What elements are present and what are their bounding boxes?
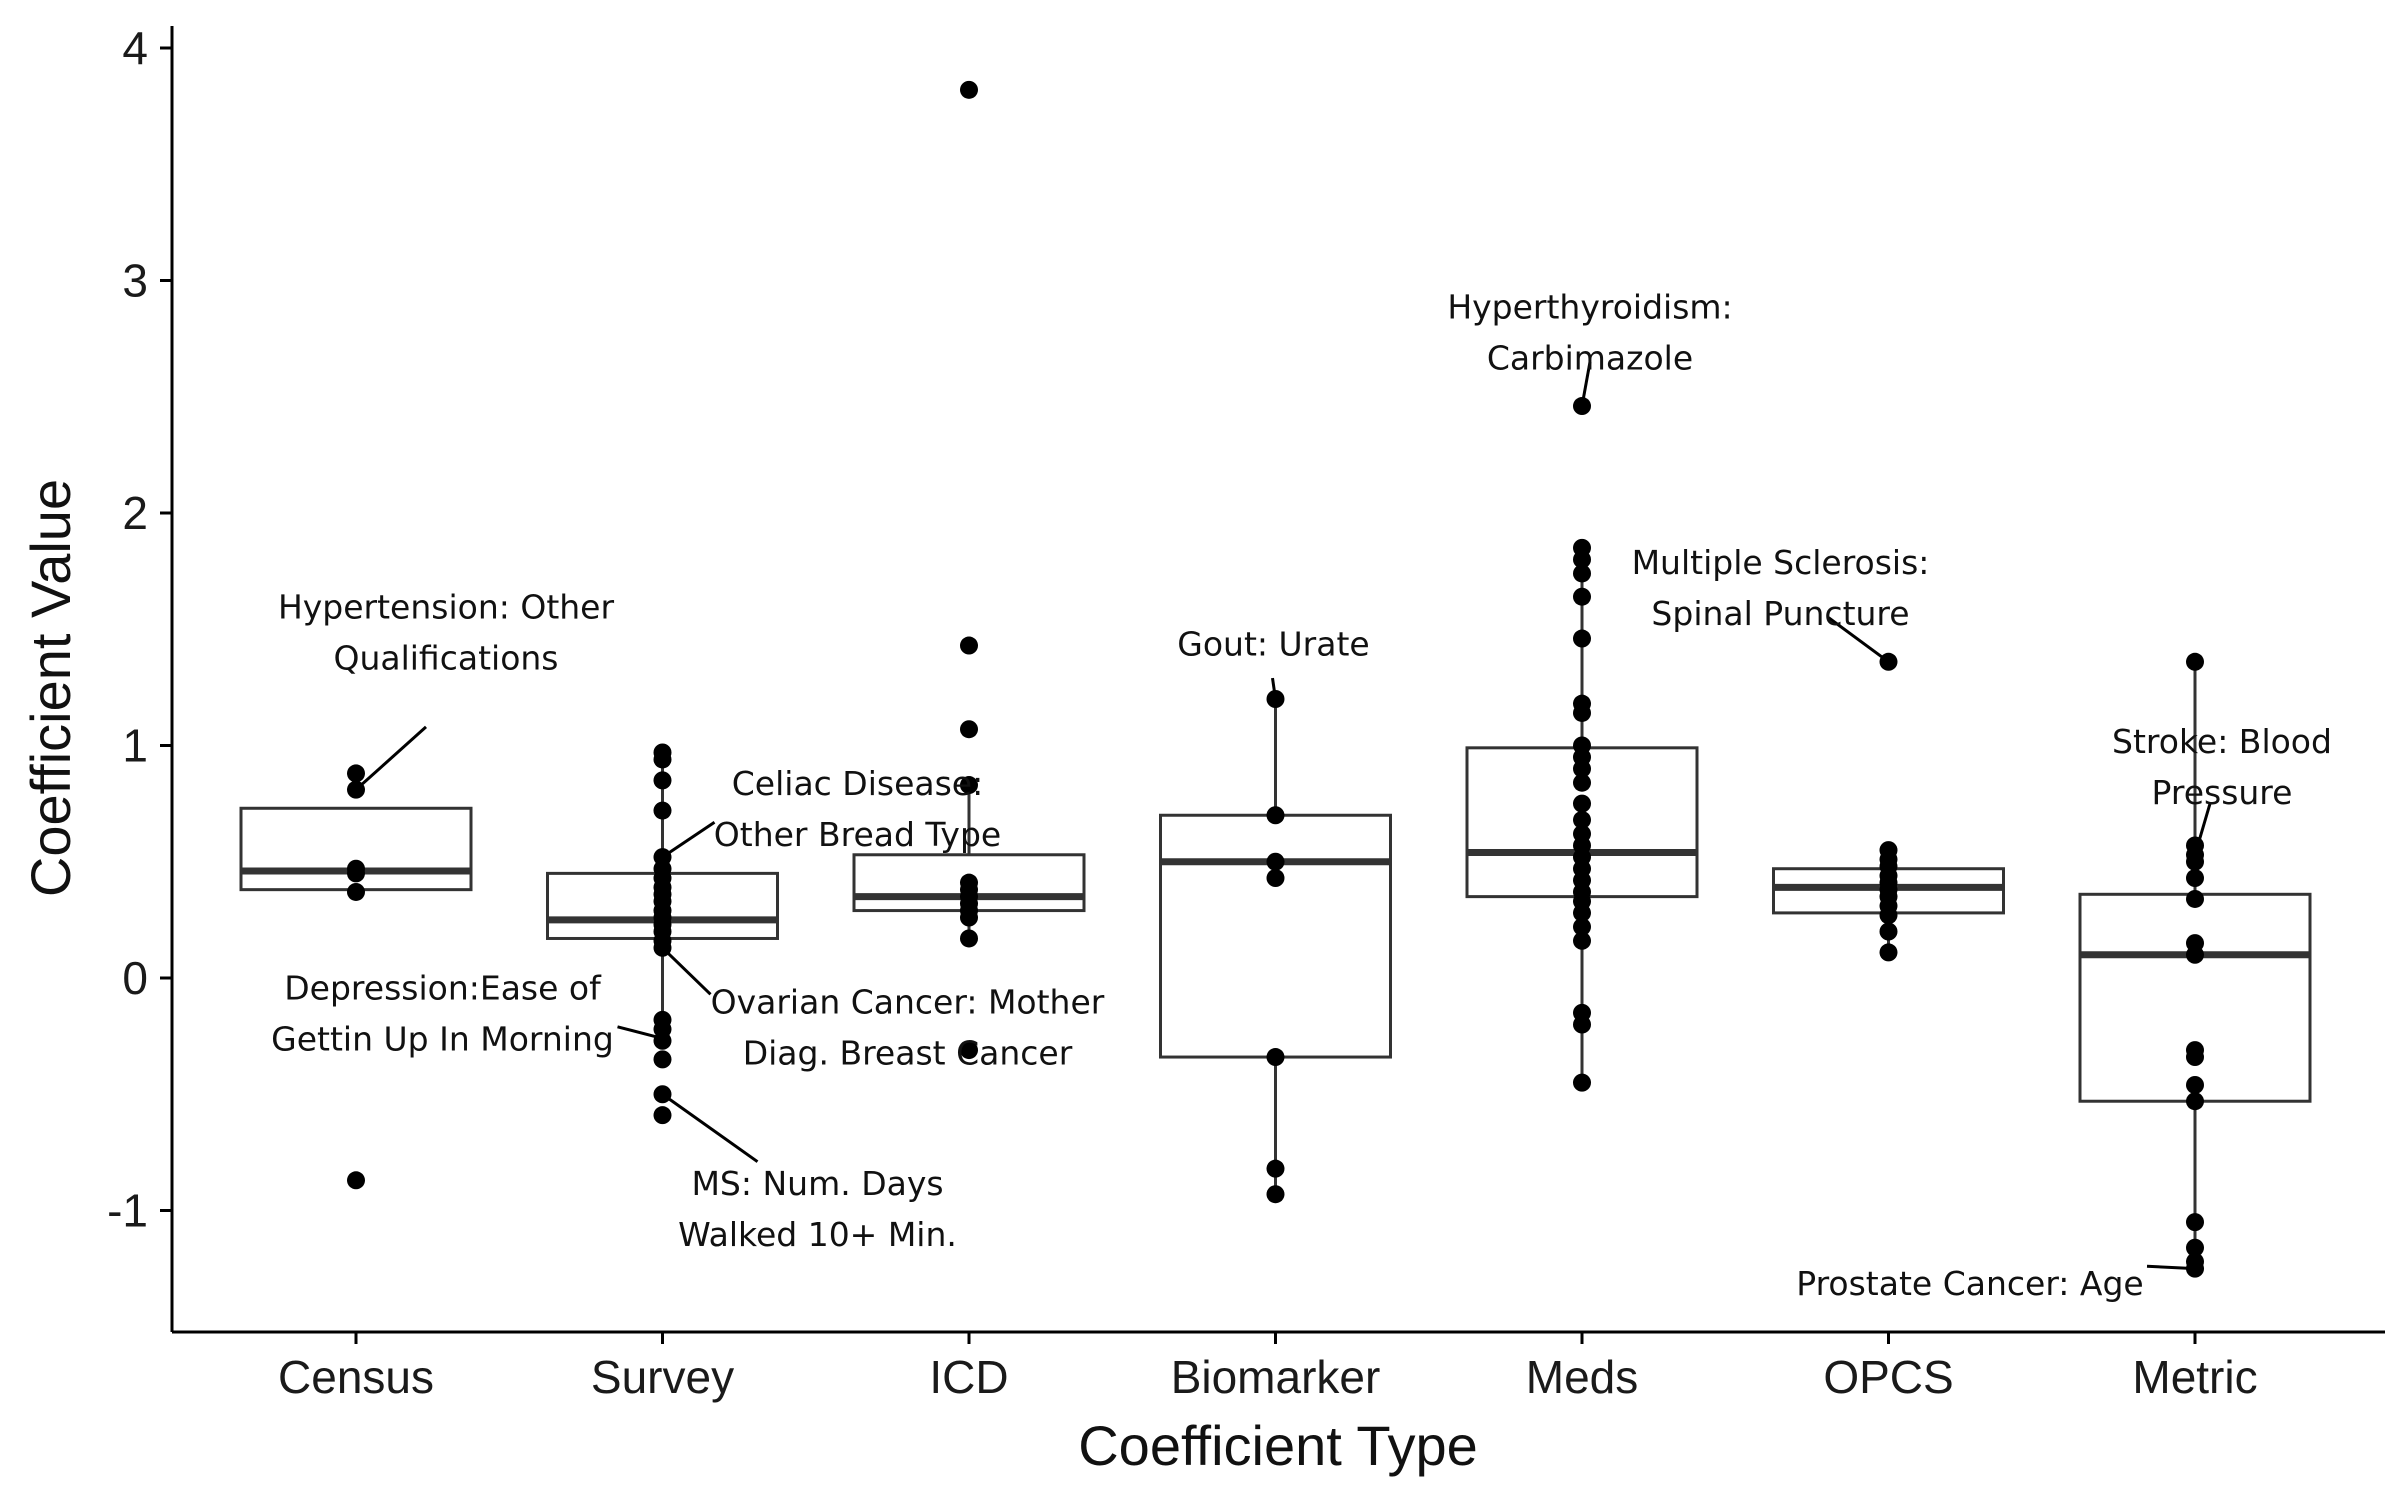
y-tick-label: 0 <box>122 952 148 1004</box>
data-point-meds <box>1573 1073 1591 1092</box>
data-point-census <box>347 764 365 783</box>
annotation-leader-multiple-sclerosis-spinal-puncture <box>1827 616 1890 664</box>
data-point-meds <box>1573 810 1591 829</box>
annotation-celiac-disease-other-bread-type: Celiac Disease: Other Bread Type <box>714 764 1001 854</box>
annotation-multiple-sclerosis-spinal-puncture: Multiple Sclerosis: Spinal Puncture <box>1632 543 1930 633</box>
data-point-opcs <box>1879 943 1898 962</box>
data-point-opcs <box>1879 922 1898 941</box>
points-layer <box>347 80 2204 1278</box>
data-point-biomarker <box>1266 806 1285 825</box>
box-biomarker <box>1159 813 1392 1059</box>
annotation-stroke-blood-pressure: Stroke: Blood Pressure <box>2112 722 2332 812</box>
data-point-biomarker <box>1266 1048 1285 1067</box>
data-point-metric <box>2186 1075 2204 1094</box>
data-point-icd <box>960 636 978 655</box>
y-tick-label: 3 <box>122 255 148 307</box>
data-point-metric <box>2186 1213 2204 1232</box>
data-point-opcs <box>1879 906 1898 925</box>
y-axis-title: Coefficient Value <box>19 479 82 897</box>
annotation-prostate-cancer-age: Prostate Cancer: Age <box>1796 1264 2143 1303</box>
data-point-meds <box>1573 550 1591 569</box>
data-point-survey <box>653 771 672 790</box>
annotation-gout-urate: Gout: Urate <box>1177 625 1369 664</box>
data-point-meds <box>1573 794 1591 813</box>
annotation-hyperthyroidism-carbimazole: Hyperthyroidism: Carbimazole <box>1447 287 1732 377</box>
data-point-metric <box>2186 652 2204 671</box>
data-point-metric <box>2186 1092 2204 1111</box>
data-point-survey <box>653 801 672 820</box>
data-point-icd <box>960 929 978 948</box>
data-point-icd <box>960 908 978 927</box>
data-point-survey <box>653 1031 672 1050</box>
data-point-metric <box>2186 889 2204 908</box>
data-point-meds <box>1573 564 1591 583</box>
data-point-icd <box>960 776 978 795</box>
data-point-metric <box>2186 1238 2204 1257</box>
data-point-survey <box>653 938 672 957</box>
x-axis-title: Coefficient Type <box>1078 1414 1478 1477</box>
annotation-leader-ms-num-days-walked-10-min <box>661 1093 759 1163</box>
y-tick-label: 2 <box>122 487 148 539</box>
data-point-meds <box>1573 917 1591 936</box>
data-point-opcs <box>1879 652 1898 671</box>
data-point-meds <box>1573 587 1591 606</box>
data-point-icd <box>960 720 978 739</box>
data-point-survey <box>653 1050 672 1069</box>
data-point-census <box>347 1171 365 1190</box>
x-tick-label-icd: ICD <box>929 1351 1008 1403</box>
data-point-meds <box>1573 703 1591 722</box>
annotation-leader-ovarian-cancer-mother-diag-breast-cancer <box>661 946 712 996</box>
data-point-icd <box>960 80 978 99</box>
x-tick-label-metric: Metric <box>2132 1351 2257 1403</box>
data-point-biomarker <box>1266 869 1285 888</box>
data-point-meds <box>1573 773 1591 792</box>
data-point-biomarker <box>1266 852 1285 871</box>
box-metric <box>2078 892 2312 1103</box>
x-tick-label-survey: Survey <box>591 1351 734 1403</box>
data-point-census <box>347 882 365 901</box>
x-tick-label-meds: Meds <box>1526 1351 1638 1403</box>
data-point-metric <box>2186 1259 2204 1278</box>
data-point-metric <box>2186 1048 2204 1067</box>
data-point-metric <box>2186 852 2204 871</box>
data-point-biomarker <box>1266 690 1285 708</box>
x-tick-label-opcs: OPCS <box>1823 1351 1953 1403</box>
data-point-meds <box>1573 1015 1591 1034</box>
data-point-survey <box>653 750 672 769</box>
y-tick-label: -1 <box>107 1185 148 1237</box>
data-point-survey <box>653 1085 672 1104</box>
annotation-ovarian-cancer-mother-diag-breast-cancer: Ovarian Cancer: Mother Diag. Breast Cance… <box>711 983 1105 1073</box>
annotation-leader-celiac-disease-other-bread-type <box>661 820 716 859</box>
data-point-biomarker <box>1266 1159 1285 1178</box>
x-tick-label-census: Census <box>278 1351 434 1403</box>
data-point-icd <box>960 1041 978 1060</box>
data-point-metric <box>2186 945 2204 964</box>
y-tick-label: 1 <box>122 720 148 772</box>
data-point-census <box>347 780 365 799</box>
data-point-census <box>347 864 365 883</box>
data-point-meds <box>1573 759 1591 778</box>
data-point-meds <box>1573 931 1591 950</box>
annotation-hypertension-other-qualifications: Hypertension: Other Qualifications <box>278 587 615 677</box>
annotation-leader-hypertension-other-qualifications <box>354 725 428 791</box>
data-point-meds <box>1573 397 1591 416</box>
annotation-depression-ease-of-gettin-up-in-morning: Depression:Ease of Gettin Up In Morning <box>271 969 614 1059</box>
annotations-layer: Hypertension: Other Qualifications Celiac … <box>271 287 2332 1302</box>
axes-layer: Coefficient Type Coefficient Value -1 0 1 2… <box>19 22 2385 1477</box>
data-point-metric <box>2186 869 2204 888</box>
x-tick-label-biomarker: Biomarker <box>1171 1351 1381 1403</box>
data-point-biomarker <box>1266 1185 1285 1204</box>
data-point-survey <box>653 1106 672 1125</box>
annotation-ms-num-days-walked-10-min: MS: Num. Days Walked 10+ Min. <box>678 1164 957 1254</box>
data-point-meds <box>1573 629 1591 648</box>
data-point-meds <box>1573 903 1591 922</box>
y-tick-label: 4 <box>122 22 148 74</box>
